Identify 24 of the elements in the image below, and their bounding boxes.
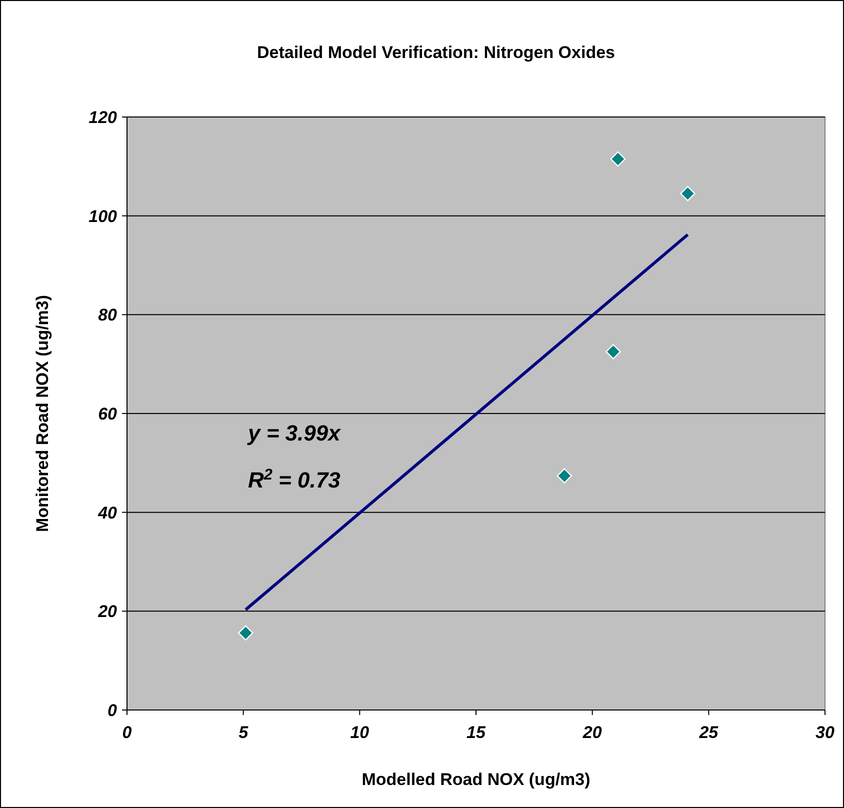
x-tick-label: 25 bbox=[698, 723, 719, 742]
point bbox=[556, 468, 572, 484]
x-tick-label: 20 bbox=[582, 723, 602, 742]
y-axis-title: Monitored Road NOX (ug/m3) bbox=[33, 294, 52, 532]
x-tick-label: 5 bbox=[238, 723, 249, 742]
annotation: R$^{2}$ = 0.73 bbox=[248, 466, 340, 493]
y-tick-label: 20 bbox=[97, 602, 118, 622]
point bbox=[238, 625, 254, 641]
chart-title: Detailed Model Verification: Nitrogen Oxides bbox=[256, 43, 616, 62]
x-tick-label: 15 bbox=[466, 723, 486, 742]
point bbox=[610, 151, 626, 167]
point bbox=[680, 186, 696, 202]
y-tick-label: 80 bbox=[98, 306, 118, 325]
x-tick-label: 30 bbox=[816, 723, 835, 742]
y-tick-label: 120 bbox=[88, 108, 118, 127]
y-tick-label: 100 bbox=[88, 206, 118, 226]
x-tick-label: 10 bbox=[350, 723, 370, 742]
annotation: y = 3.99x bbox=[246, 420, 342, 446]
y-tick-label: 60 bbox=[98, 404, 118, 424]
x-axis-title: Modelled Road NOX (ug/m3) bbox=[362, 770, 590, 789]
y-tick-label: 0 bbox=[108, 700, 118, 720]
point bbox=[606, 344, 621, 360]
y-tick-label: 40 bbox=[97, 503, 118, 522]
x-tick-label: 0 bbox=[122, 723, 132, 742]
